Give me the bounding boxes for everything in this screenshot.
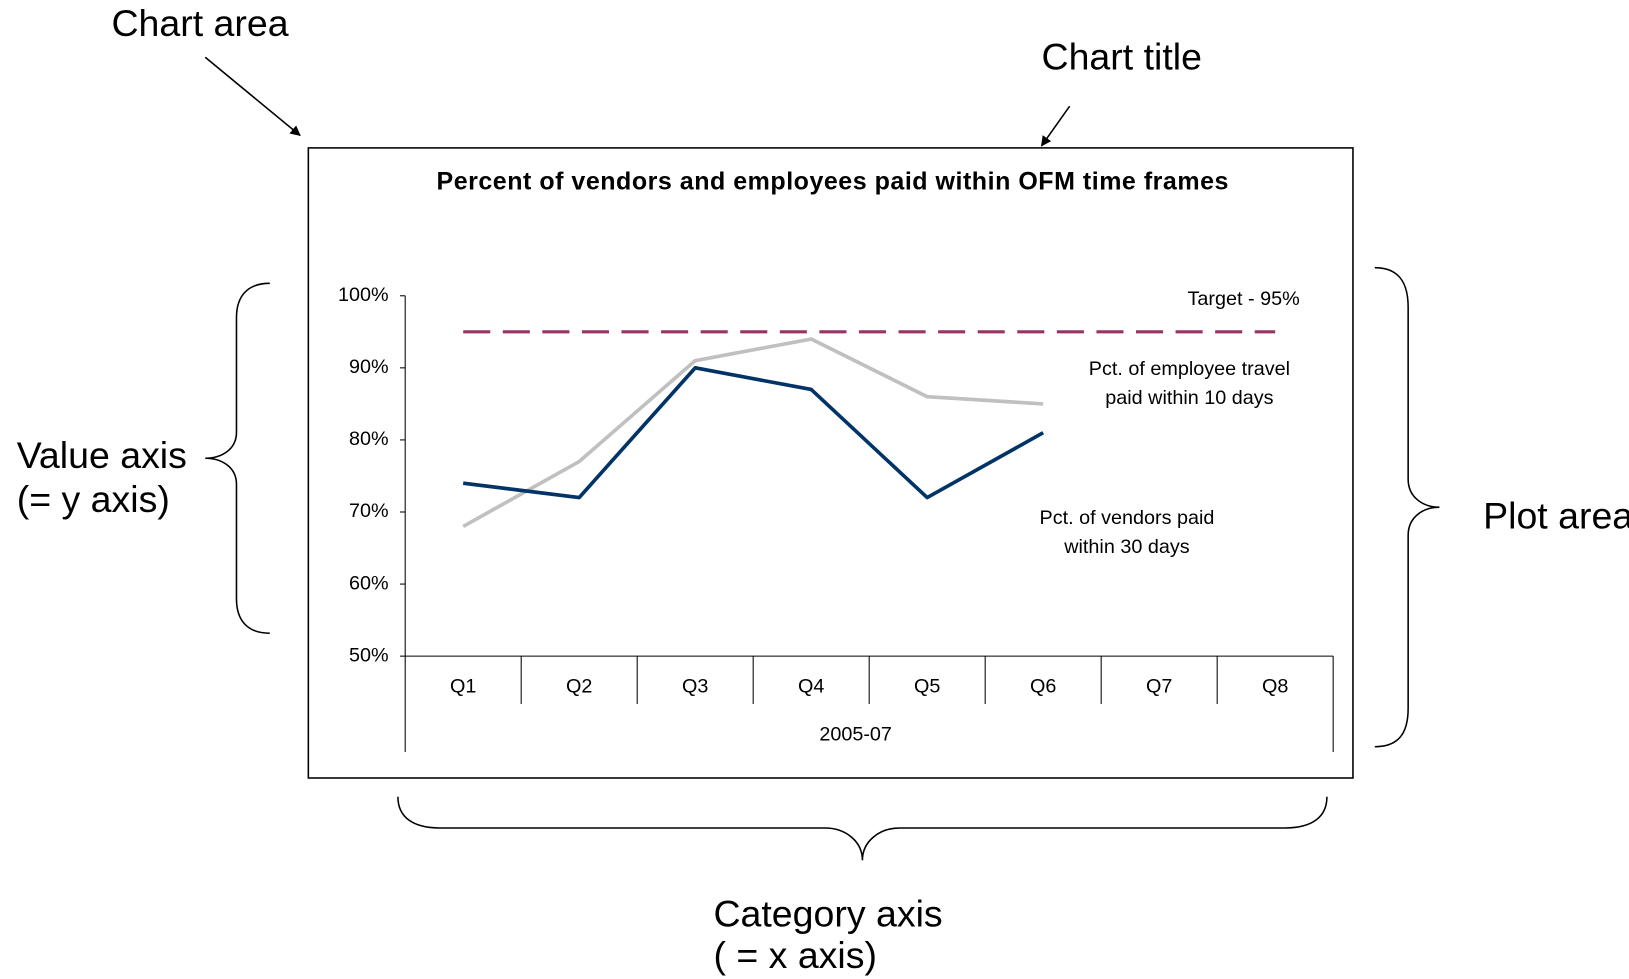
- x-tick-label: Q7: [1146, 676, 1172, 698]
- plot-area: 50% 60% 70% 80% 90% 100% Q1 Q2 Q3 Q4 Q5 Q6 Q7 Q8 2005-…: [338, 284, 1334, 752]
- brace: [397, 796, 1328, 861]
- y-tick-label: 80%: [349, 428, 389, 450]
- y-tick-label: 50%: [349, 644, 389, 666]
- series-line: [462, 366, 1045, 500]
- callout-label: Value axis: [17, 434, 187, 476]
- callout-arrow: [1040, 105, 1071, 147]
- brace: [205, 282, 270, 635]
- chart-title: Percent of vendors and employees paid wi…: [436, 167, 1229, 196]
- x-tick-label: Q1: [450, 676, 476, 698]
- callout-label: Plot area: [1483, 495, 1629, 537]
- x-tick-label: Q3: [682, 676, 708, 698]
- callout-label: Category axis: [713, 892, 942, 934]
- series-label: Target - 95%: [1187, 288, 1300, 311]
- x-axis-label: 2005-07: [819, 724, 892, 746]
- brace: [1374, 266, 1440, 748]
- series-label-box: Pct. of vendors paid within 30 days: [1039, 507, 1215, 559]
- x-tick-label: Q2: [566, 676, 592, 698]
- callout-label: Chart title: [1042, 35, 1202, 77]
- series-label: Pct. of vendors paid within 30 days: [1039, 507, 1215, 559]
- callout-arrow: [204, 56, 301, 137]
- x-tick-label: Q6: [1030, 676, 1056, 698]
- x-tick-label: Q5: [914, 676, 940, 698]
- y-tick-label: 60%: [349, 572, 389, 594]
- y-tick-label: 70%: [349, 500, 389, 522]
- x-tick-label: Q4: [798, 676, 824, 698]
- chart-area: [307, 147, 1354, 779]
- series-label-box: Pct. of employee travel paid within 10 d…: [1088, 358, 1291, 410]
- title-box: Percent of vendors and employees paid wi…: [436, 167, 1229, 196]
- callout-label: (= y axis): [17, 478, 170, 520]
- series-label: Pct. of employee travel paid within 10 d…: [1088, 358, 1291, 410]
- y-tick-label: 100%: [338, 284, 389, 306]
- series-line: [462, 337, 1044, 529]
- callout-label: Chart area: [111, 2, 288, 44]
- callout-label: ( = x axis): [713, 934, 877, 976]
- y-tick-label: 90%: [349, 356, 389, 378]
- x-tick-label: Q8: [1262, 676, 1288, 698]
- series-label-box: Target - 95%: [1187, 288, 1300, 311]
